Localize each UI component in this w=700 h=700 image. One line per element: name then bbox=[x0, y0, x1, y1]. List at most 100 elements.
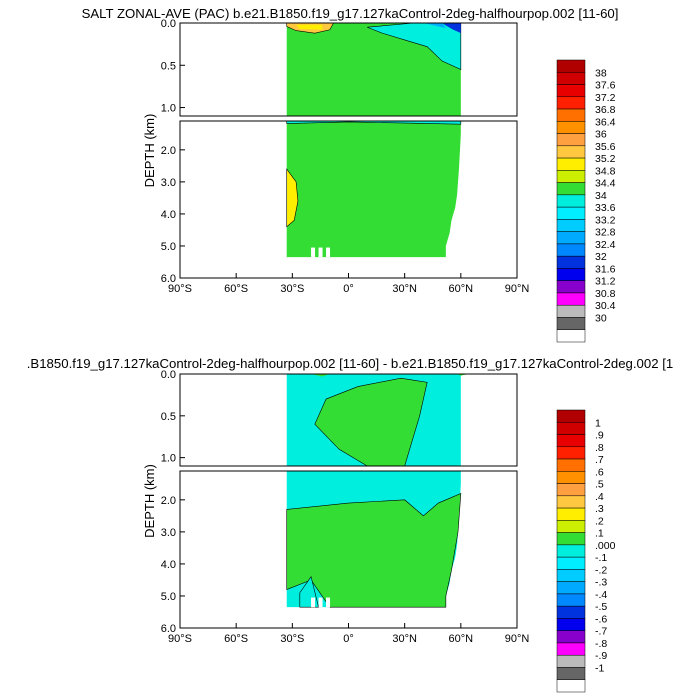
colorbar-swatch bbox=[556, 133, 586, 147]
missing-data-gap bbox=[326, 597, 331, 608]
colorbar-swatch bbox=[556, 434, 586, 448]
upper-panel-fills bbox=[286, 22, 462, 116]
colorbar-swatch bbox=[556, 605, 586, 619]
colorbar-label: 30.4 bbox=[595, 300, 616, 312]
colorbar-swatch bbox=[556, 679, 586, 693]
colorbar: 1.9.8.7.6.5.4.3.2.1.000-.1-.2-.3-.4-.5-.… bbox=[556, 409, 616, 693]
colorbar-swatch bbox=[556, 556, 586, 570]
y-tick-label: 5.0 bbox=[161, 591, 176, 603]
region-positive-upper bbox=[314, 377, 428, 467]
colorbar-label: .000 bbox=[595, 540, 616, 552]
missing-data-gap bbox=[326, 247, 331, 258]
x-tick-label: 60°N bbox=[449, 633, 474, 645]
colorbar-swatch bbox=[556, 642, 586, 656]
colorbar-swatch bbox=[556, 280, 586, 294]
colorbar-swatch bbox=[556, 157, 586, 171]
chart-title: .B1850.f19_g17.127kaControl-2deg-halfhou… bbox=[27, 356, 673, 371]
region-positive-surface bbox=[311, 374, 330, 377]
upper-panel-fills bbox=[286, 374, 469, 467]
colorbar-label: 36.4 bbox=[595, 116, 616, 128]
x-tick-label: 0° bbox=[343, 283, 354, 295]
colorbar-swatch bbox=[556, 304, 586, 318]
colorbar-label: 38 bbox=[595, 67, 607, 79]
region-salty-deep-south bbox=[286, 168, 299, 228]
y-tick-label: 2.0 bbox=[161, 495, 176, 507]
colorbar-swatch bbox=[556, 471, 586, 484]
missing-data-gap bbox=[311, 247, 316, 258]
colorbar-label: 37.6 bbox=[595, 80, 616, 92]
colorbar-label: 32 bbox=[595, 251, 607, 263]
colorbar-label: -.7 bbox=[595, 626, 607, 638]
colorbar-swatch bbox=[556, 507, 586, 521]
x-tick-label: 90°N bbox=[505, 283, 530, 295]
missing-data-gap bbox=[318, 597, 323, 608]
colorbar-label: 34.8 bbox=[595, 165, 616, 177]
colorbar-label: -1 bbox=[595, 662, 604, 674]
colorbar-label: 35.6 bbox=[595, 141, 616, 153]
region-fresh-surface-2 bbox=[423, 23, 446, 29]
colorbar-label: -.2 bbox=[595, 564, 607, 576]
colorbar-swatch bbox=[556, 317, 586, 330]
colorbar-label: -.4 bbox=[595, 589, 607, 601]
y-tick-label: 0.5 bbox=[161, 411, 176, 423]
colorbar-swatch bbox=[556, 532, 586, 546]
chart-title: SALT ZONAL-AVE (PAC) b.e21.B1850.f19_g17… bbox=[82, 6, 619, 21]
x-tick-label: 30°S bbox=[280, 633, 304, 645]
colorbar-label: .3 bbox=[595, 503, 604, 515]
y-axis-label: DEPTH (km) bbox=[142, 114, 157, 188]
region-background-lower bbox=[286, 121, 461, 258]
colorbar-swatch bbox=[556, 255, 586, 269]
y-tick-label: 1.0 bbox=[161, 453, 176, 465]
colorbar-swatch bbox=[556, 654, 586, 668]
colorbar-label: -.6 bbox=[595, 613, 607, 625]
colorbar-label: .8 bbox=[595, 442, 604, 454]
y-axis-label: DEPTH (km) bbox=[142, 464, 157, 538]
colorbar-label: -.9 bbox=[595, 650, 607, 662]
colorbar-label: 33.6 bbox=[595, 202, 616, 214]
colorbar-swatch bbox=[556, 108, 586, 122]
colorbar-swatch bbox=[556, 630, 586, 644]
colorbar-label: 36.8 bbox=[595, 104, 616, 116]
colorbar-label: 33.2 bbox=[595, 214, 616, 226]
y-tick-label: 0.0 bbox=[161, 18, 176, 30]
colorbar-swatch bbox=[556, 292, 586, 306]
y-tick-label: 6.0 bbox=[161, 623, 176, 635]
colorbar-label: -.1 bbox=[595, 552, 607, 564]
colorbar-swatch bbox=[556, 206, 586, 220]
y-tick-label: 0.5 bbox=[161, 60, 176, 72]
colorbar-swatch bbox=[556, 593, 586, 607]
colorbar-swatch bbox=[556, 458, 586, 472]
colorbar-label: 32.8 bbox=[595, 227, 616, 239]
x-tick-label: 60°N bbox=[449, 283, 474, 295]
colorbar-label: .5 bbox=[595, 479, 604, 491]
x-tick-label: 0° bbox=[343, 633, 354, 645]
colorbar-swatch bbox=[556, 231, 586, 245]
y-tick-label: 2.0 bbox=[161, 145, 176, 157]
y-tick-label: 1.0 bbox=[161, 103, 176, 115]
colorbar-swatch bbox=[556, 520, 586, 533]
colorbar-label: 32.4 bbox=[595, 239, 616, 251]
chart-1: SALT ZONAL-AVE (PAC) b.e21.B1850.f19_g17… bbox=[82, 6, 619, 343]
y-tick-label: 3.0 bbox=[161, 527, 176, 539]
colorbar-label: 34.4 bbox=[595, 178, 616, 190]
colorbar-swatch bbox=[556, 329, 586, 343]
colorbar-swatch bbox=[556, 59, 586, 73]
colorbar-label: .4 bbox=[595, 491, 604, 503]
region-fresh-upper-north bbox=[367, 22, 462, 70]
colorbar-swatch bbox=[556, 581, 586, 595]
colorbar-label: .1 bbox=[595, 528, 604, 540]
colorbar-swatch bbox=[556, 569, 586, 582]
colorbar-swatch bbox=[556, 182, 586, 196]
colorbar-swatch bbox=[556, 170, 586, 183]
colorbar-swatch bbox=[556, 409, 586, 423]
colorbar-swatch bbox=[556, 268, 586, 281]
y-tick-label: 3.0 bbox=[161, 177, 176, 189]
colorbar-swatch bbox=[556, 145, 586, 159]
colorbar-swatch bbox=[556, 96, 586, 110]
x-tick-label: 30°N bbox=[392, 633, 417, 645]
y-tick-label: 6.0 bbox=[161, 273, 176, 285]
colorbar-swatch bbox=[556, 219, 586, 232]
missing-data-gap bbox=[311, 597, 316, 608]
colorbar-swatch bbox=[556, 72, 586, 85]
colorbar-label: -.8 bbox=[595, 638, 607, 650]
